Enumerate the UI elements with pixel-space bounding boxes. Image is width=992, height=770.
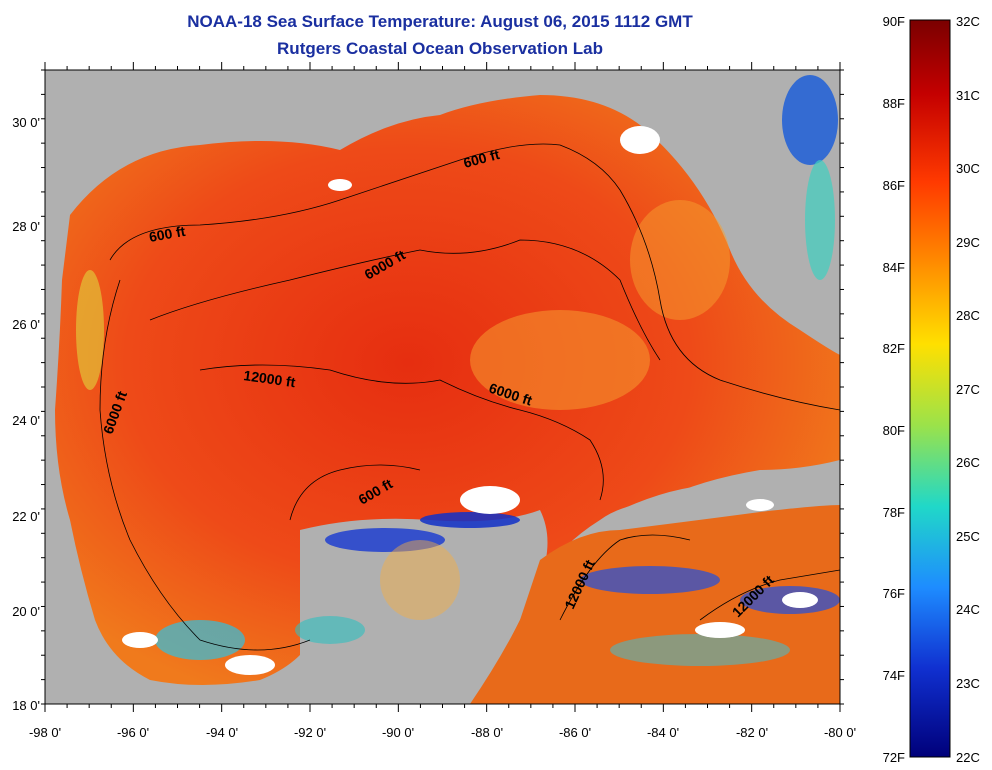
colorbar-c-label: 25C	[956, 529, 980, 544]
colorbar-c-label: 22C	[956, 750, 980, 765]
lon-label: -96 0'	[117, 725, 149, 740]
lat-label: 28 0'	[12, 219, 40, 234]
colorbar-c-label: 26C	[956, 455, 980, 470]
lat-label: 30 0'	[12, 115, 40, 130]
lon-label: -98 0'	[29, 725, 61, 740]
colorbar-c-label: 29C	[956, 235, 980, 250]
colorbar-c-label: 27C	[956, 382, 980, 397]
colorbar-f-label: 88F	[883, 96, 905, 111]
lat-label: 20 0'	[12, 604, 40, 619]
map-subtitle: Rutgers Coastal Ocean Observation Lab	[277, 39, 603, 58]
map-area: 600 ft 600 ft 6000 ft 12000 ft 6000 ft 6…	[45, 70, 840, 704]
colorbar-f-label: 72F	[883, 750, 905, 765]
colorbar-c-label: 24C	[956, 602, 980, 617]
colorbar-f-label: 84F	[883, 260, 905, 275]
colorbar-f-label: 90F	[883, 14, 905, 29]
bathymetry-contours	[99, 143, 840, 651]
lon-label: -92 0'	[294, 725, 326, 740]
lon-label: -94 0'	[206, 725, 238, 740]
colorbar-f-label: 80F	[883, 423, 905, 438]
colorbar-f-label: 74F	[883, 668, 905, 683]
colorbar	[909, 19, 951, 758]
lon-label: -80 0'	[824, 725, 856, 740]
colorbar-f-label: 86F	[883, 178, 905, 193]
lat-label: 22 0'	[12, 509, 40, 524]
lat-label: 26 0'	[12, 317, 40, 332]
colorbar-c-labels: 32C 31C 30C 29C 28C 27C 26C 25C 24C 23C …	[956, 14, 980, 765]
colorbar-f-label: 82F	[883, 341, 905, 356]
lon-label: -90 0'	[382, 725, 414, 740]
colorbar-c-label: 32C	[956, 14, 980, 29]
lon-label: -86 0'	[559, 725, 591, 740]
longitude-labels: -98 0' -96 0' -94 0' -92 0' -90 0' -88 0…	[29, 725, 856, 740]
colorbar-c-label: 23C	[956, 676, 980, 691]
yucatan-land	[300, 510, 548, 704]
colorbar-c-label: 30C	[956, 161, 980, 176]
colorbar-c-label: 31C	[956, 88, 980, 103]
contour-label: 600 ft	[148, 223, 187, 245]
colorbar-f-labels: 90F 88F 86F 84F 82F 80F 78F 76F 74F 72F	[883, 14, 905, 765]
lon-label: -82 0'	[736, 725, 768, 740]
cuba-land	[610, 473, 840, 530]
lat-label: 24 0'	[12, 413, 40, 428]
lon-label: -88 0'	[471, 725, 503, 740]
lat-label: 18 0'	[12, 698, 40, 713]
map-title: NOAA-18 Sea Surface Temperature: August …	[187, 12, 693, 31]
colorbar-f-label: 78F	[883, 505, 905, 520]
lon-label: -84 0'	[647, 725, 679, 740]
latitude-labels: 30 0' 28 0' 26 0' 24 0' 22 0' 20 0' 18 0…	[12, 115, 40, 713]
colorbar-f-label: 76F	[883, 586, 905, 601]
contour-label: 12000 ft	[243, 367, 297, 390]
axis-ticks	[41, 62, 844, 712]
colorbar-c-label: 28C	[956, 308, 980, 323]
